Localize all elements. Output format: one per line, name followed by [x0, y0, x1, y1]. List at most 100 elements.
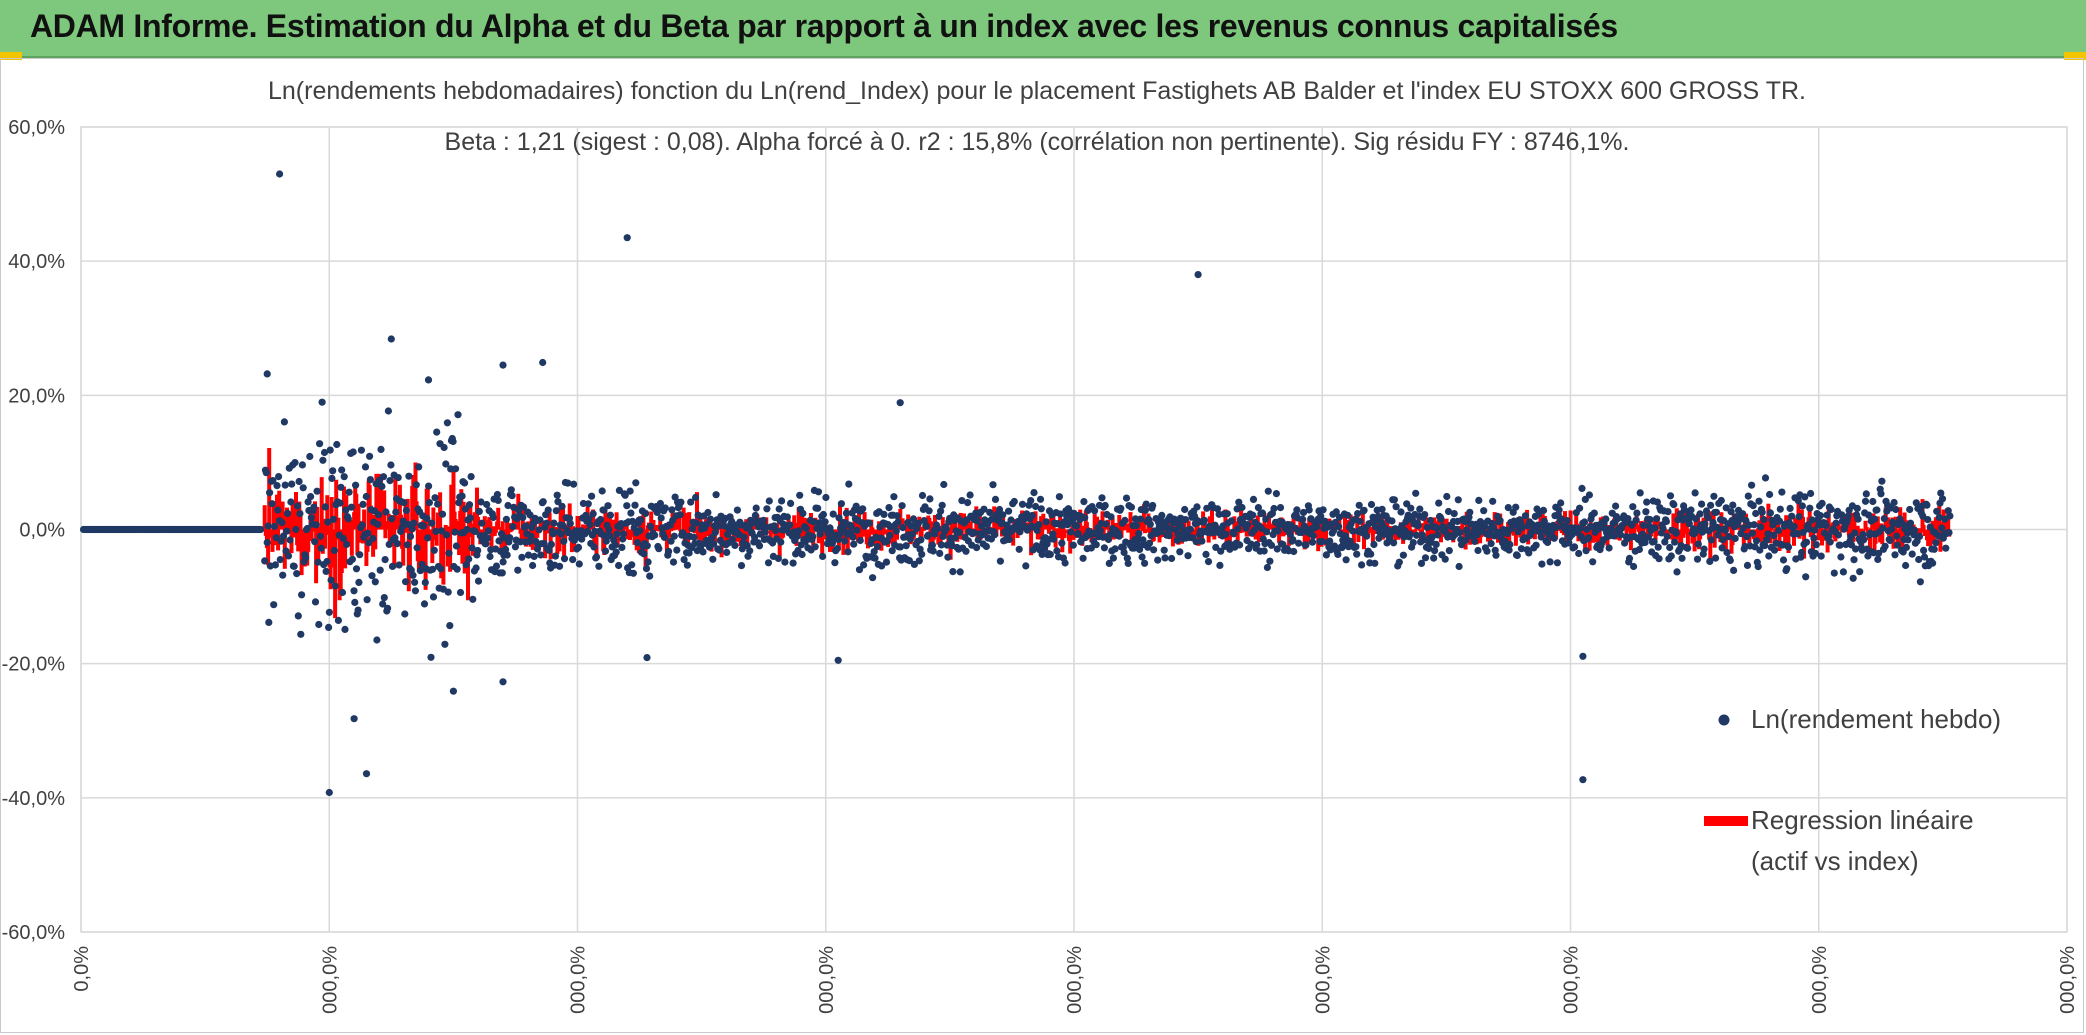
- data-point: [428, 519, 436, 527]
- data-point: [1146, 520, 1154, 528]
- data-point: [1778, 488, 1786, 496]
- data-point: [1067, 528, 1075, 536]
- data-point: [550, 519, 558, 527]
- data-point: [340, 473, 348, 481]
- data-point: [1783, 565, 1791, 573]
- data-point: [1704, 514, 1712, 522]
- data-point: [687, 498, 695, 506]
- data-point: [266, 489, 274, 497]
- data-point: [1651, 524, 1659, 532]
- data-point: [1421, 554, 1430, 562]
- data-point: [1752, 509, 1760, 518]
- data-point: [763, 505, 771, 513]
- data-point: [519, 513, 527, 522]
- data-point: [850, 540, 858, 548]
- data-point: [1717, 496, 1725, 505]
- data-point: [374, 520, 382, 528]
- data-point: [827, 528, 835, 536]
- data-point: [434, 500, 442, 508]
- data-point: [802, 524, 810, 532]
- data-point: [1743, 561, 1752, 569]
- data-point: [1585, 491, 1593, 499]
- data-point: [1299, 515, 1307, 523]
- data-point: [1722, 504, 1730, 512]
- data-point: [1247, 540, 1255, 548]
- data-point: [1692, 515, 1700, 523]
- data-point: [449, 687, 457, 695]
- corner-marker-left: [0, 52, 22, 60]
- data-point: [845, 480, 853, 488]
- data-point: [1517, 545, 1525, 553]
- data-point: [1786, 504, 1794, 512]
- data-point: [1157, 528, 1165, 536]
- data-point: [633, 539, 642, 547]
- data-point: [1022, 562, 1030, 570]
- data-point: [1644, 533, 1652, 541]
- data-point: [1610, 532, 1618, 540]
- data-point: [263, 538, 271, 547]
- data-point: [1165, 532, 1173, 540]
- data-point: [1853, 504, 1861, 512]
- data-point: [1750, 521, 1758, 529]
- data-point: [710, 540, 718, 548]
- data-point: [789, 559, 797, 567]
- data-point: [338, 588, 347, 597]
- data-point: [1737, 530, 1745, 538]
- x-tick-label: 000,0%: [1809, 946, 1831, 1014]
- data-point: [1136, 515, 1145, 523]
- data-point: [878, 562, 886, 570]
- data-point: [855, 566, 864, 574]
- data-point: [1748, 529, 1756, 537]
- data-point: [569, 556, 577, 564]
- data-point: [465, 555, 473, 563]
- data-point: [1204, 558, 1213, 566]
- x-tick-label: 000,0%: [1312, 946, 1334, 1014]
- data-point: [420, 522, 428, 530]
- report-title: ADAM Informe. Estimation du Alpha et du …: [30, 8, 1618, 44]
- data-point: [297, 630, 305, 638]
- data-point: [1412, 489, 1420, 497]
- data-point: [929, 547, 937, 555]
- data-point: [293, 570, 301, 578]
- data-point: [723, 548, 731, 556]
- data-point: [623, 502, 631, 510]
- data-point: [1036, 495, 1045, 503]
- data-point: [1544, 538, 1552, 546]
- data-point: [958, 497, 966, 505]
- data-point: [1272, 490, 1280, 498]
- data-point: [1898, 519, 1906, 528]
- data-point: [410, 519, 418, 527]
- data-point: [557, 530, 565, 538]
- data-point: [1122, 494, 1131, 502]
- data-point: [1579, 776, 1587, 784]
- data-point: [1313, 523, 1321, 531]
- data-point: [368, 572, 376, 580]
- data-point: [632, 479, 640, 487]
- data-point: [437, 565, 445, 573]
- data-point: [1395, 558, 1403, 566]
- data-point: [284, 509, 292, 517]
- x-tick-label: 000,0%: [2057, 946, 2079, 1014]
- data-point: [1426, 516, 1435, 525]
- data-point: [1538, 560, 1546, 568]
- data-point: [281, 481, 289, 489]
- data-point: [1906, 519, 1915, 527]
- data-point: [1537, 533, 1545, 541]
- data-point: [1662, 517, 1670, 526]
- data-point: [1902, 543, 1910, 551]
- data-point: [484, 527, 492, 535]
- data-point: [302, 554, 310, 562]
- data-point: [438, 510, 447, 518]
- data-point: [514, 566, 522, 574]
- data-point: [330, 546, 338, 555]
- data-point: [474, 577, 483, 585]
- data-point: [829, 510, 837, 518]
- data-point: [1138, 553, 1146, 561]
- data-point: [1678, 554, 1686, 562]
- data-point: [413, 544, 421, 552]
- data-point: [489, 513, 497, 522]
- data-point: [1432, 540, 1440, 548]
- data-point: [355, 578, 363, 587]
- data-point: [1806, 504, 1814, 512]
- data-point: [458, 492, 466, 500]
